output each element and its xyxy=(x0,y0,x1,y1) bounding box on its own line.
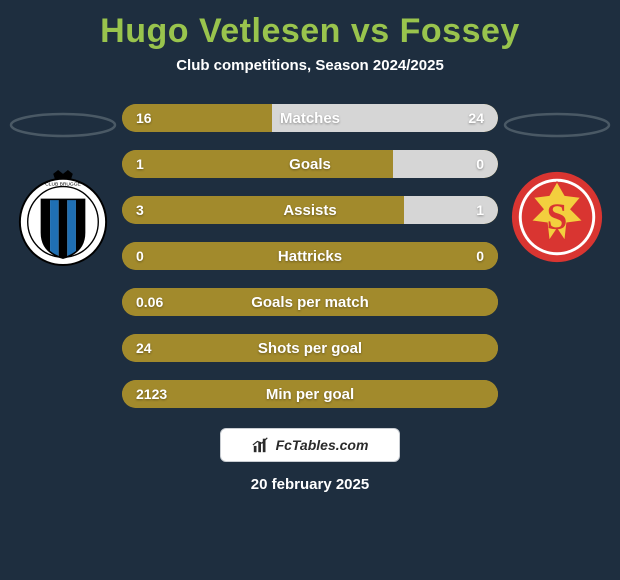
bar-value-left: 16 xyxy=(136,110,152,126)
right-player-column: S xyxy=(498,104,616,271)
comparison-card: Hugo Vetlesen vs Fossey Club competition… xyxy=(0,0,620,580)
stat-bar-min-per-goal: 2123 Min per goal xyxy=(122,380,498,408)
page-title: Hugo Vetlesen vs Fossey xyxy=(100,12,520,51)
chart-icon xyxy=(252,436,270,454)
bar-label: Goals xyxy=(289,156,331,173)
watermark-text: FcTables.com xyxy=(276,437,369,453)
bar-fill-left xyxy=(122,150,393,178)
stat-bar-hattricks: 0 Hattricks 0 xyxy=(122,242,498,270)
fctables-watermark[interactable]: FcTables.com xyxy=(220,428,400,462)
player-silhouette-oval-left xyxy=(7,110,119,140)
bar-label: Goals per match xyxy=(251,294,369,311)
bar-value-left: 0.06 xyxy=(136,294,163,310)
bar-value-left: 2123 xyxy=(136,386,167,402)
subtitle: Club competitions, Season 2024/2025 xyxy=(176,57,444,74)
bar-value-right: 1 xyxy=(476,202,484,218)
stat-bar-assists: 3 Assists 1 xyxy=(122,196,498,224)
bar-value-left: 3 xyxy=(136,202,144,218)
stat-bar-goals-per-match: 0.06 Goals per match xyxy=(122,288,498,316)
bar-value-right: 24 xyxy=(468,110,484,126)
standard-liege-badge: S xyxy=(508,168,606,271)
badge-letter: S xyxy=(547,197,568,238)
bar-label: Min per goal xyxy=(266,386,354,403)
club-brugge-badge: CLUB BRUGGE xyxy=(14,168,112,271)
player-silhouette-oval-right xyxy=(501,110,613,140)
left-player-column: CLUB BRUGGE xyxy=(4,104,122,271)
bar-fill-left xyxy=(122,196,404,224)
bar-label: Assists xyxy=(283,202,336,219)
bar-value-left: 0 xyxy=(136,248,144,264)
bar-value-left: 1 xyxy=(136,156,144,172)
svg-text:CLUB BRUGGE: CLUB BRUGGE xyxy=(45,182,81,188)
bar-label: Hattricks xyxy=(278,248,342,265)
stat-bars: 16 Matches 24 1 Goals 0 3 Assists 1 0 Hattricks 0 0.… xyxy=(122,104,498,408)
stat-bar-matches: 16 Matches 24 xyxy=(122,104,498,132)
stat-bar-shots-per-goal: 24 Shots per goal xyxy=(122,334,498,362)
bar-label: Matches xyxy=(280,110,340,127)
bar-value-left: 24 xyxy=(136,340,152,356)
stat-bar-goals: 1 Goals 0 xyxy=(122,150,498,178)
bar-value-right: 0 xyxy=(476,248,484,264)
bar-value-right: 0 xyxy=(476,156,484,172)
content-row: CLUB BRUGGE 16Matches241G xyxy=(0,104,620,408)
bar-label: Shots per goal xyxy=(258,340,362,357)
date-text: 20 february 2025 xyxy=(251,476,369,493)
